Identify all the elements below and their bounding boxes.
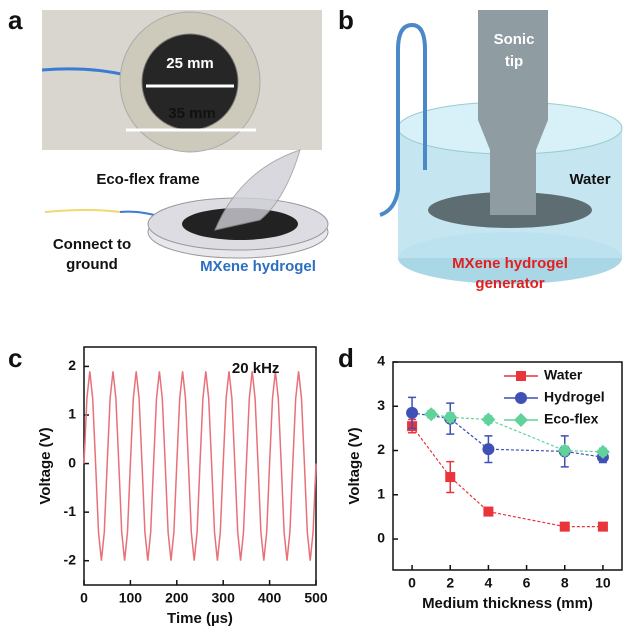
wire: [44, 209, 121, 213]
legend-label: Hydrogel: [544, 389, 605, 405]
marker: [483, 506, 494, 517]
electrode-wire: [379, 22, 427, 217]
panel-label: c: [8, 343, 22, 373]
x-tick-label: 200: [165, 590, 189, 606]
x-tick-label: 0: [80, 590, 88, 606]
label: ground: [66, 256, 118, 273]
x-tick-label: 4: [485, 575, 493, 591]
marker: [559, 521, 570, 532]
y-tick-label: 1: [377, 485, 385, 501]
x-tick-label: 8: [561, 575, 569, 591]
annotation: 20 kHz: [232, 360, 280, 377]
sonic-tip: [478, 10, 548, 215]
marker: [597, 521, 608, 532]
legend-marker: [515, 392, 527, 404]
marker: [406, 406, 419, 419]
label: Eco-flex frame: [96, 171, 199, 188]
y-tick-label: 0: [377, 530, 385, 546]
y-axis-label: Voltage (V): [346, 427, 363, 504]
x-tick-label: 100: [119, 590, 143, 606]
label: Connect to: [53, 236, 131, 253]
x-tick-label: 0: [408, 575, 416, 591]
label: MXene hydrogel: [200, 258, 316, 275]
x-tick-label: 400: [258, 590, 282, 606]
x-axis-label: Time (µs): [167, 610, 233, 627]
panel-label: b: [338, 5, 354, 35]
panel-label: a: [8, 5, 23, 35]
label: MXene hydrogel: [452, 255, 568, 272]
label: Sonic: [494, 31, 535, 48]
legend-label: Water: [544, 367, 583, 383]
dimension: 25 mm: [166, 55, 214, 72]
y-tick-label: -1: [64, 503, 77, 519]
y-tick-label: 0: [68, 454, 76, 470]
x-tick-label: 2: [446, 575, 454, 591]
marker: [595, 444, 610, 459]
y-tick-label: 4: [377, 353, 385, 369]
legend-marker: [516, 371, 526, 381]
x-tick-label: 6: [523, 575, 531, 591]
y-tick-label: 3: [377, 397, 385, 413]
marker: [424, 407, 439, 422]
y-tick-label: 2: [377, 441, 385, 457]
x-axis-label: Medium thickness (mm): [422, 595, 593, 612]
x-tick-label: 500: [304, 590, 328, 606]
label: Water: [569, 171, 610, 188]
dimension: 35 mm: [168, 105, 216, 122]
marker: [445, 472, 456, 483]
label: generator: [475, 275, 544, 292]
x-tick-label: 10: [595, 575, 611, 591]
marker: [557, 443, 572, 458]
flap: [214, 149, 301, 231]
label: tip: [505, 53, 523, 70]
y-tick-label: -2: [64, 551, 77, 567]
y-axis-label: Voltage (V): [37, 427, 54, 504]
y-tick-label: 2: [68, 357, 76, 373]
y-tick-label: 1: [68, 406, 76, 422]
marker: [481, 412, 496, 427]
panel-label: d: [338, 343, 354, 373]
legend-label: Eco-flex: [544, 411, 599, 427]
marker: [482, 443, 495, 456]
x-tick-label: 300: [212, 590, 236, 606]
signal-line: [83, 371, 317, 561]
plot-frame: [392, 361, 623, 571]
series-line: [411, 425, 603, 528]
marker: [443, 410, 458, 425]
legend-marker: [514, 413, 528, 427]
